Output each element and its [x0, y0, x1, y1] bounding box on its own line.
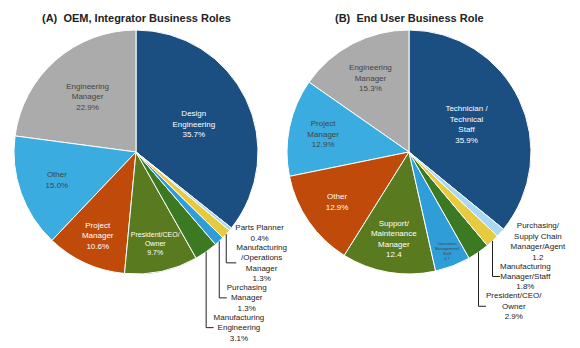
- svg-text:ProjectManager12.9%: ProjectManager12.9%: [307, 119, 339, 149]
- svg-text:EngineeringManager22.9%: EngineeringManager22.9%: [66, 82, 109, 112]
- svg-text:Purchasing/Supply ChainManager: Purchasing/Supply ChainManager/Agent1.2: [511, 221, 566, 261]
- svg-text:Manufacturing/OperationsManage: Manufacturing/OperationsManager1.3%: [236, 243, 287, 283]
- svg-text:EngineeringManager15.3%: EngineeringManager15.3%: [349, 63, 392, 93]
- svg-text:ManufacturingEngineering3.1%: ManufacturingEngineering3.1%: [214, 313, 265, 343]
- svg-text:PurchasingManager1.3%: PurchasingManager1.3%: [227, 283, 267, 313]
- svg-text:Other12.9%: Other12.9%: [326, 192, 349, 211]
- svg-text:Parts Planner0.4%: Parts Planner0.4%: [235, 223, 284, 242]
- svg-text:DesignEngineering35.7%: DesignEngineering35.7%: [172, 109, 215, 139]
- svg-text:Other15.0%: Other15.0%: [46, 170, 69, 189]
- svg-text:ProjectManager10.6%: ProjectManager10.6%: [82, 221, 114, 251]
- svg-text:(B) End User Business Role: (B) End User Business Role: [335, 12, 484, 24]
- svg-text:Support/MaintenanceManager12.4: Support/MaintenanceManager12.4: [371, 219, 417, 259]
- svg-text:President/CEO/Owner9.7%: President/CEO/Owner9.7%: [131, 231, 180, 256]
- svg-text:Technician /TechnicalStaff35.9: Technician /TechnicalStaff35.9%: [445, 104, 488, 144]
- svg-text:OperationsManagement/Staff4.7: OperationsManagement/Staff4.7: [435, 241, 460, 261]
- svg-text:(A) OEM, Integrator Business: (A) OEM, Integrator Business Roles: [42, 12, 231, 24]
- svg-text:ManufacturingManager/Staff1.8%: ManufacturingManager/Staff1.8%: [500, 262, 551, 292]
- svg-text:President/CEO/Owner2.9%: President/CEO/Owner2.9%: [486, 291, 542, 321]
